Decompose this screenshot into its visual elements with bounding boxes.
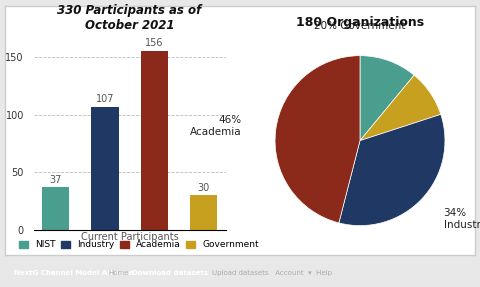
Text: NextG Channel Model Alliance: NextG Channel Model Alliance (14, 270, 133, 276)
Text: 20% Government: 20% Government (314, 21, 406, 31)
Text: 37: 37 (49, 175, 62, 185)
Wedge shape (360, 75, 441, 141)
Bar (190, 195, 217, 230)
Text: Home: Home (108, 270, 129, 276)
Bar (42, 187, 70, 230)
Title: 180 Organizations: 180 Organizations (296, 16, 424, 29)
Text: 46%
Academia: 46% Academia (191, 115, 242, 137)
X-axis label: Current Participants: Current Participants (81, 232, 179, 243)
Title: 330 Participants as of
October 2021: 330 Participants as of October 2021 (58, 4, 202, 32)
Wedge shape (275, 56, 360, 223)
Wedge shape (339, 115, 445, 226)
Text: 34%
Industry: 34% Industry (444, 208, 480, 230)
Bar (141, 51, 168, 230)
Text: Upload datasets   Account  ▾  Help: Upload datasets Account ▾ Help (212, 270, 332, 276)
Text: 30: 30 (197, 183, 209, 193)
Legend: NIST, Industry, Academia, Government: NIST, Industry, Academia, Government (19, 241, 259, 249)
Text: 107: 107 (96, 94, 114, 104)
Text: 156: 156 (145, 38, 163, 48)
Wedge shape (360, 56, 414, 141)
Text: Download datasets: Download datasets (132, 270, 208, 276)
Bar (92, 107, 119, 230)
